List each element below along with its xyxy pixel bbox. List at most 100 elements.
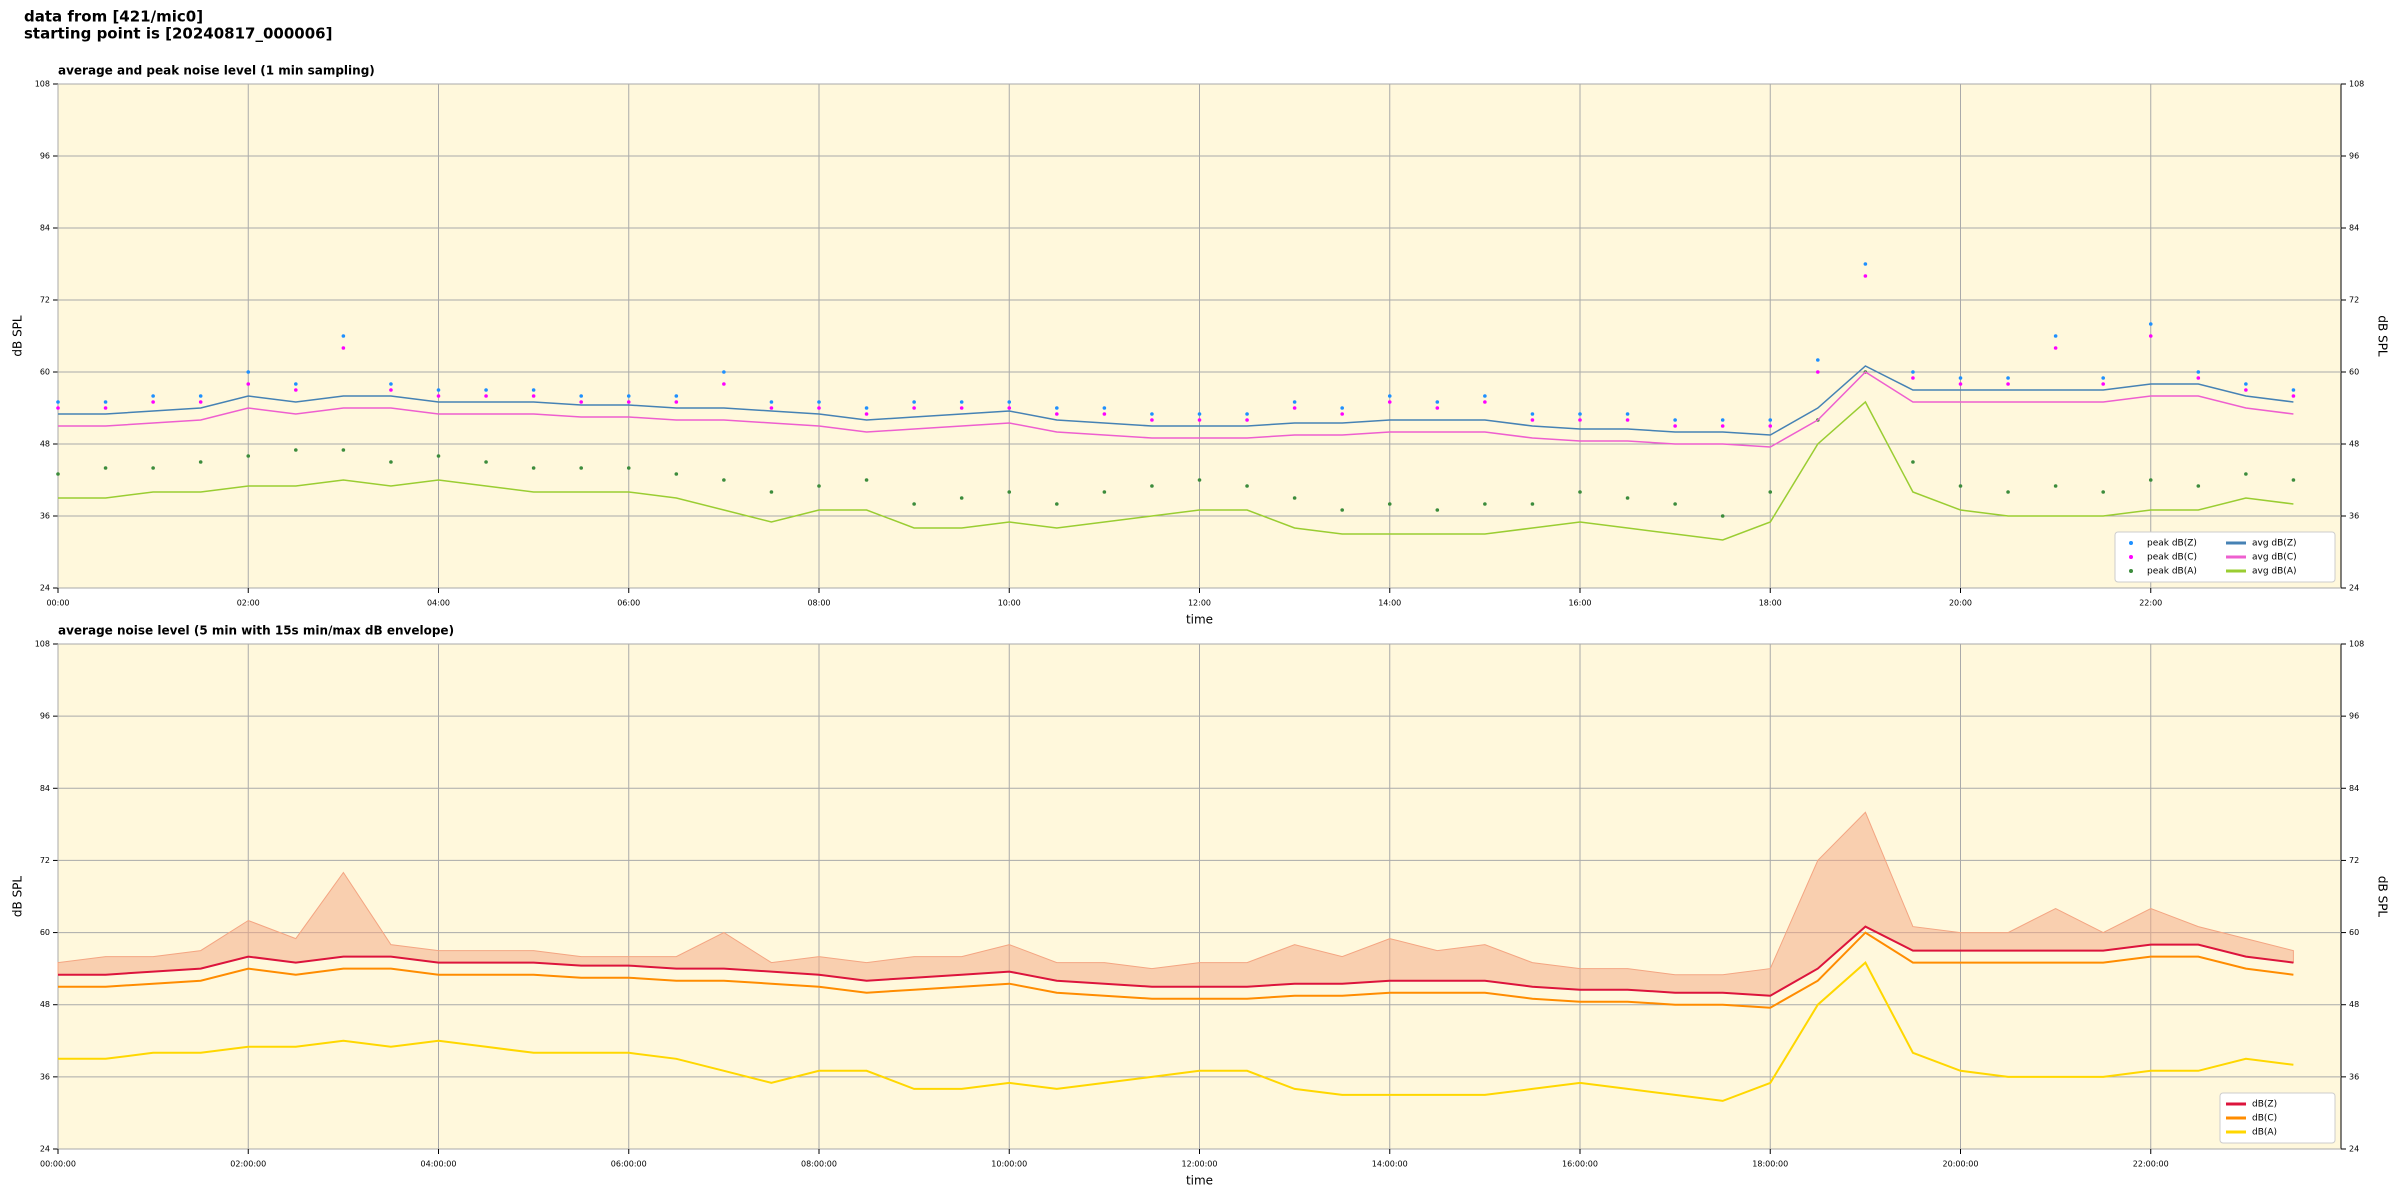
- peak-point: [2006, 382, 2010, 386]
- peak-point: [1958, 484, 1963, 488]
- peak-point: [1673, 502, 1677, 506]
- x-tick-label: 06:00:00: [611, 1160, 647, 1169]
- y-tick-label: 72: [40, 296, 50, 305]
- peak-point: [1768, 424, 1773, 428]
- peak-point: [2053, 484, 2058, 488]
- chart-title: average and peak noise level (1 min samp…: [58, 64, 375, 78]
- series-line: [58, 961, 2294, 1102]
- peak-point: [2244, 388, 2248, 392]
- legend-label: peak dB(C): [2147, 553, 2197, 563]
- peak-point: [2291, 388, 2296, 392]
- peak-point: [1816, 358, 1820, 362]
- series-line: [58, 925, 2294, 997]
- peak-point: [1768, 418, 1773, 422]
- peak-point: [1768, 490, 1773, 494]
- peak-point: [2196, 370, 2201, 374]
- y-tick-label: 108: [2349, 80, 2364, 89]
- peak-point: [1245, 484, 1249, 488]
- peak-point: [769, 406, 774, 410]
- legend: [2219, 1092, 2336, 1144]
- x-tick-label: 02:00: [237, 599, 260, 608]
- peak-point: [2101, 376, 2105, 380]
- legend-label: dB(C): [2252, 1114, 2277, 1124]
- y-tick-label: 60: [40, 368, 50, 377]
- peak-point: [484, 460, 488, 464]
- peak-point: [2148, 322, 2153, 326]
- y-tick-label: 36: [40, 512, 50, 521]
- peak-point: [2101, 382, 2105, 386]
- legend-marker: [2129, 541, 2133, 545]
- peak-point: [1958, 376, 1963, 380]
- peak-point: [722, 382, 726, 386]
- y-tick-label: 24: [40, 584, 50, 593]
- peak-point: [1387, 400, 1392, 404]
- peak-point: [1340, 406, 1344, 410]
- chart-title: average noise level (5 min with 15s min/…: [58, 624, 454, 638]
- peak-point: [56, 472, 60, 476]
- peak-point: [1007, 400, 1012, 404]
- y-tick-label: 96: [2349, 152, 2359, 161]
- x-tick-label: 04:00: [427, 599, 450, 608]
- peak-point: [151, 400, 155, 404]
- x-tick-label: 04:00:00: [421, 1160, 457, 1169]
- x-tick-label: 20:00:00: [1943, 1160, 1979, 1169]
- peak-point: [579, 394, 583, 398]
- peak-point: [1530, 418, 1535, 422]
- peak-point: [912, 406, 916, 410]
- x-tick-label: 02:00:00: [230, 1160, 266, 1169]
- x-tick-label: 14:00: [1378, 599, 1401, 608]
- peak-point: [1816, 370, 1820, 374]
- y-tick-label: 108: [35, 80, 50, 89]
- y-tick-label: 72: [2349, 856, 2359, 865]
- peak-point: [959, 496, 964, 500]
- peak-point: [959, 406, 964, 410]
- peak-point: [1720, 418, 1725, 422]
- x-tick-label: 00:00:00: [40, 1160, 76, 1169]
- peak-point: [959, 400, 964, 404]
- x-axis-label: time: [1186, 613, 1213, 627]
- y-tick-label: 96: [2349, 712, 2359, 721]
- series-line: [58, 400, 2294, 541]
- peak-point: [436, 394, 441, 398]
- peak-point: [1625, 418, 1630, 422]
- peak-point: [1483, 502, 1487, 506]
- peak-point: [1197, 418, 1202, 422]
- y-tick-label: 24: [40, 1145, 50, 1154]
- x-tick-label: 20:00: [1949, 599, 1972, 608]
- peak-point: [1055, 406, 1059, 410]
- peak-point: [531, 394, 536, 398]
- peak-point: [2053, 346, 2058, 350]
- peak-point: [294, 388, 298, 392]
- peak-point: [56, 406, 60, 410]
- peak-point: [103, 406, 108, 410]
- header-line: data from [421/mic0]: [24, 8, 203, 26]
- peak-point: [864, 406, 869, 410]
- peak-point: [103, 400, 108, 404]
- peak-point: [1292, 496, 1297, 500]
- peak-point: [1245, 412, 1249, 416]
- peak-point: [1958, 382, 1963, 386]
- peak-point: [484, 394, 488, 398]
- peak-point: [2101, 490, 2105, 494]
- peak-point: [1911, 376, 1915, 380]
- peak-point: [2291, 394, 2296, 398]
- peak-point: [2006, 490, 2010, 494]
- x-tick-label: 06:00: [617, 599, 640, 608]
- y-axis-label: dB SPL: [11, 315, 25, 357]
- y-axis-label: dB SPL: [2376, 315, 2390, 357]
- peak-point: [341, 346, 346, 350]
- peak-point: [2196, 376, 2201, 380]
- y-tick-label: 24: [2349, 1145, 2359, 1154]
- peak-point: [1102, 490, 1107, 494]
- peak-point: [294, 382, 298, 386]
- y-tick-label: 72: [40, 856, 50, 865]
- y-axis-label: dB SPL: [11, 876, 25, 918]
- peak-point: [2244, 472, 2248, 476]
- peak-point: [1340, 412, 1344, 416]
- peak-point: [1863, 262, 1868, 266]
- peak-point: [1007, 490, 1012, 494]
- y-tick-label: 48: [2349, 440, 2359, 449]
- x-tick-label: 22:00: [2139, 599, 2162, 608]
- peak-point: [151, 394, 155, 398]
